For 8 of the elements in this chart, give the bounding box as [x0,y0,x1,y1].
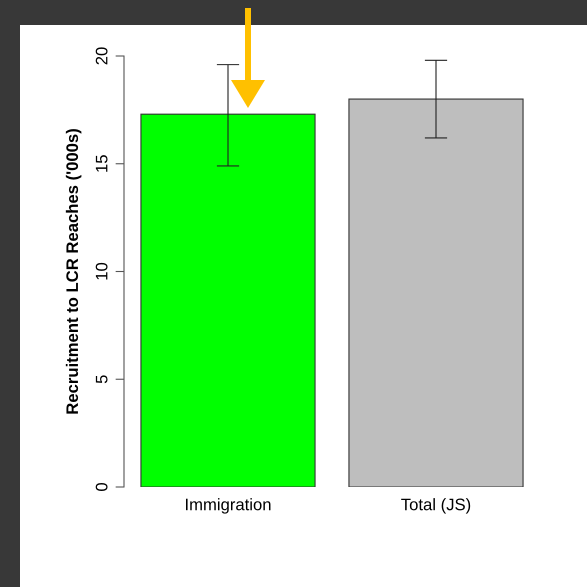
y-tick-label: 10 [96,262,108,280]
y-tick-label: 5 [96,375,108,384]
x-tick-label: Total (JS) [401,498,470,514]
y-tick-label: 15 [96,155,108,172]
x-tick-label: Immigration [186,498,270,514]
y-axis-title: Recruitment to LCR Reaches ('000s) [66,129,82,414]
y-tick-label: 20 [96,47,108,64]
y-tick-label: 0 [96,483,108,491]
